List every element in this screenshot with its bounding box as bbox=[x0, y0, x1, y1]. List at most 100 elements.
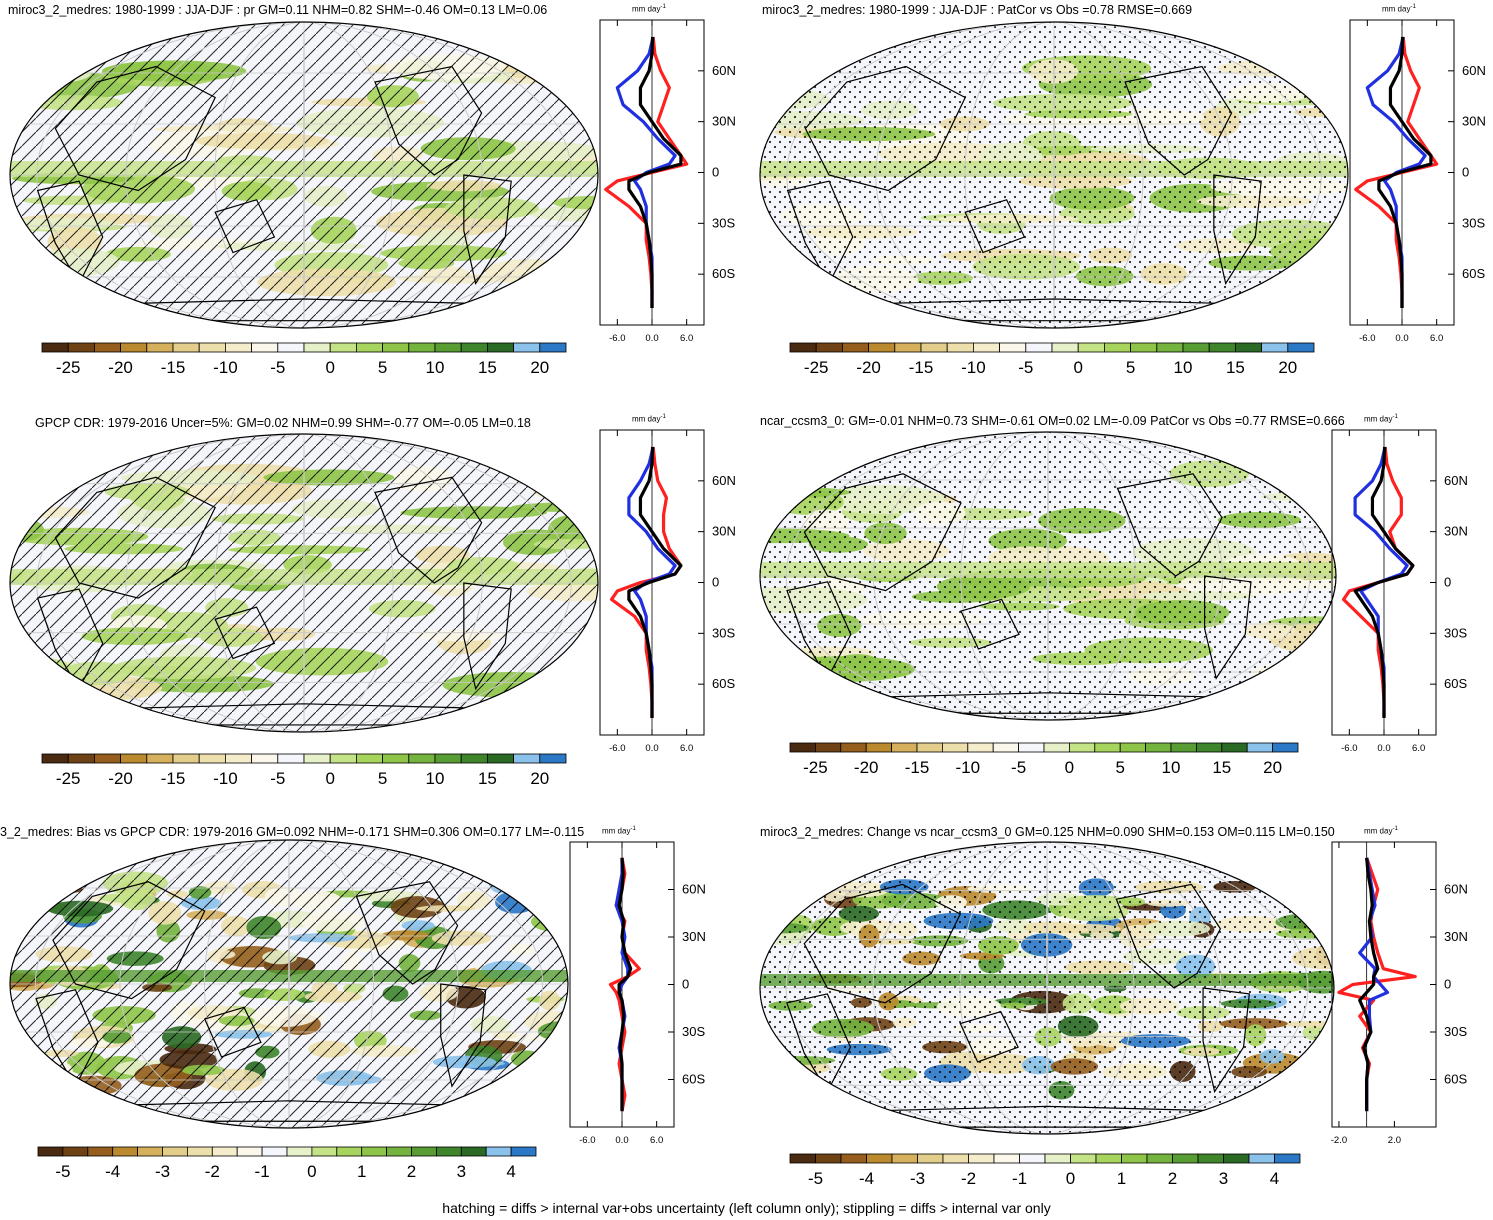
map-3 bbox=[759, 431, 1337, 721]
colorbar-swatch bbox=[329, 342, 357, 353]
colorbar-swatch bbox=[434, 342, 462, 353]
colorbar-tick-label: 5 bbox=[378, 358, 387, 377]
colorbar-tick-label: -20 bbox=[108, 769, 133, 788]
map-5 bbox=[759, 841, 1335, 1135]
colorbar-swatch bbox=[868, 342, 896, 353]
colorbar-swatch bbox=[211, 1146, 238, 1157]
colorbar-tick-label: 2 bbox=[1168, 1169, 1177, 1188]
map-1 bbox=[759, 21, 1349, 329]
colorbar-0: -25-20-15-10-50510152025 bbox=[41, 342, 567, 377]
zonal-lat-tick-label: 0 bbox=[1444, 575, 1451, 590]
colorbar-tick-label: 0 bbox=[325, 769, 334, 788]
colorbar-swatch bbox=[1051, 342, 1079, 353]
colorbar-swatch bbox=[1119, 742, 1147, 753]
colorbar-swatch bbox=[120, 342, 148, 353]
colorbar-swatch bbox=[815, 342, 843, 353]
colorbar-swatch bbox=[277, 753, 305, 764]
zonal-series-black bbox=[617, 857, 633, 1112]
colorbar-swatch bbox=[1208, 342, 1236, 353]
colorbar-swatch bbox=[486, 753, 514, 764]
colorbar-swatch bbox=[1287, 342, 1315, 353]
colorbar-tick-label: -5 bbox=[55, 1162, 70, 1181]
zonal-x-tick-label: 0.0 bbox=[1395, 333, 1408, 344]
colorbar-swatch bbox=[37, 1146, 64, 1157]
colorbar-swatch bbox=[67, 753, 95, 764]
colorbar-swatch bbox=[972, 342, 1000, 353]
zonal-x-tick-label: 6.0 bbox=[1412, 743, 1425, 754]
colorbar-swatch bbox=[1170, 742, 1197, 753]
colorbar-swatch bbox=[510, 1146, 537, 1157]
colorbar-swatch bbox=[993, 1153, 1020, 1164]
colorbar-1: -25-20-15-10-50510152025 bbox=[789, 342, 1315, 377]
colorbar-swatch bbox=[1274, 1153, 1301, 1164]
colorbar-swatch bbox=[920, 342, 948, 353]
zonal-lat-tick-label: 60N bbox=[712, 63, 736, 78]
colorbar-swatch bbox=[1172, 1153, 1199, 1164]
colorbar-tick-label: -2 bbox=[205, 1162, 220, 1181]
colorbar-swatch bbox=[137, 1146, 163, 1157]
zonal-series-black bbox=[1353, 446, 1415, 719]
colorbar-swatch bbox=[865, 742, 892, 753]
zonal-series-red bbox=[609, 446, 683, 719]
colorbar-swatch bbox=[172, 753, 200, 764]
zonal-x-tick-label: 6.0 bbox=[1430, 333, 1443, 344]
colorbar-tick-label: 20 bbox=[1278, 358, 1297, 377]
colorbar-tick-label: 10 bbox=[1174, 358, 1193, 377]
zonal-mean-plot-4: 60N 30N 0 30S 60S -6.0 0.0 6.0 bbox=[569, 841, 706, 1146]
colorbar-swatch bbox=[198, 753, 226, 764]
colorbar-swatch bbox=[916, 742, 943, 753]
colorbar-swatch bbox=[382, 753, 410, 764]
colorbar-tick-label: 15 bbox=[1212, 758, 1231, 777]
colorbar-swatch bbox=[1043, 742, 1070, 753]
colorbar-tick-label: 15 bbox=[1226, 358, 1245, 377]
zonal-lat-tick-label: 30S bbox=[1444, 625, 1467, 640]
zonal-lat-tick-label: 60S bbox=[1444, 676, 1467, 691]
colorbar-tick-label: 5 bbox=[1115, 758, 1124, 777]
colorbar-tick-label: 10 bbox=[426, 358, 445, 377]
colorbar-swatch bbox=[87, 1146, 114, 1157]
colorbar-tick-label: -15 bbox=[909, 358, 934, 377]
zonal-x-tick-label: -6.0 bbox=[579, 1135, 595, 1146]
colorbar-tick-label: -20 bbox=[108, 358, 133, 377]
colorbar-swatch bbox=[41, 342, 69, 353]
colorbar-tick-label: 0 bbox=[1073, 358, 1082, 377]
colorbar-swatch bbox=[286, 1146, 313, 1157]
colorbar-swatch bbox=[1246, 742, 1274, 753]
colorbar-tick-label: -5 bbox=[1018, 358, 1033, 377]
colorbar-swatch bbox=[941, 742, 969, 753]
colorbar-swatch bbox=[1121, 1153, 1148, 1164]
zonal-x-tick-label: 0.0 bbox=[615, 1135, 628, 1146]
zonal-series-black bbox=[1377, 36, 1433, 309]
zonal-x-tick-label: -6.0 bbox=[1341, 743, 1357, 754]
colorbar-swatch bbox=[62, 1146, 89, 1157]
colorbar-tick-label: 3 bbox=[457, 1162, 466, 1181]
zonal-lat-tick-label: 60N bbox=[1462, 63, 1486, 78]
zonal-mean-plot-3: 60N 30N 0 30S 60S -6.0 0.0 6.0 bbox=[1331, 429, 1468, 754]
panel-title-bottom-right: miroc3_2_medres: Change vs ncar_ccsm3_0 … bbox=[760, 825, 1335, 839]
colorbar-swatch bbox=[513, 753, 541, 764]
colorbar-swatch bbox=[1019, 1153, 1046, 1164]
zonal-lat-tick-label: 0 bbox=[682, 977, 689, 992]
colorbar-tick-label: -25 bbox=[804, 358, 829, 377]
zonal-series-black bbox=[627, 446, 683, 719]
colorbar-swatch bbox=[999, 342, 1027, 353]
colorbar-swatch bbox=[41, 753, 69, 764]
colorbar-swatch bbox=[1145, 742, 1172, 753]
colorbar-swatch bbox=[968, 1153, 995, 1164]
colorbar-swatch bbox=[1077, 342, 1105, 353]
colorbar-swatch bbox=[1146, 1153, 1173, 1164]
footer-caption: hatching = diffs > internal var+obs unce… bbox=[442, 1200, 1051, 1216]
colorbar-swatch bbox=[513, 342, 541, 353]
colorbar-swatch bbox=[1182, 342, 1210, 353]
colorbar-swatch bbox=[1018, 742, 1045, 753]
colorbar-tick-label: 10 bbox=[426, 769, 445, 788]
colorbar-tick-label: -20 bbox=[854, 758, 879, 777]
zonal-lat-tick-label: 30N bbox=[712, 114, 736, 129]
zonal-lat-tick-label: 60S bbox=[1462, 266, 1485, 281]
colorbar-tick-label: -5 bbox=[270, 769, 285, 788]
colorbar-tick-label: -1 bbox=[1012, 1169, 1027, 1188]
colorbar-swatch bbox=[1130, 342, 1158, 353]
colorbar-swatch bbox=[1103, 342, 1131, 353]
zonal-lat-tick-label: 60S bbox=[1444, 1072, 1467, 1087]
zonal-unit-label: mm day-1 bbox=[1364, 826, 1398, 836]
